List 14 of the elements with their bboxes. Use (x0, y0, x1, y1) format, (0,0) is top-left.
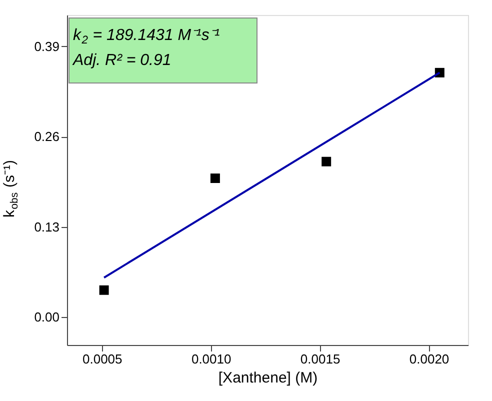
x-axis-title: [Xanthene] (M) (218, 370, 318, 386)
x-tick-label: 0.0010 (191, 352, 232, 366)
x-tick-label: 0.0020 (409, 352, 450, 366)
y-tick-label: 0.13 (34, 219, 60, 234)
y-tick-label: 0.39 (34, 38, 60, 54)
x-tick-label: 0.0005 (82, 352, 122, 366)
point (210, 174, 220, 184)
y-tick-label: 0.26 (34, 129, 60, 144)
point (99, 285, 109, 295)
annotation: Adj. R² = 0.91 (72, 52, 172, 69)
x-tick-label: 0.0015 (300, 352, 340, 366)
y-tick-label: 0.00 (34, 310, 60, 325)
point (322, 156, 332, 166)
y-axis-title: kobs (s⁻¹) (1, 160, 20, 218)
